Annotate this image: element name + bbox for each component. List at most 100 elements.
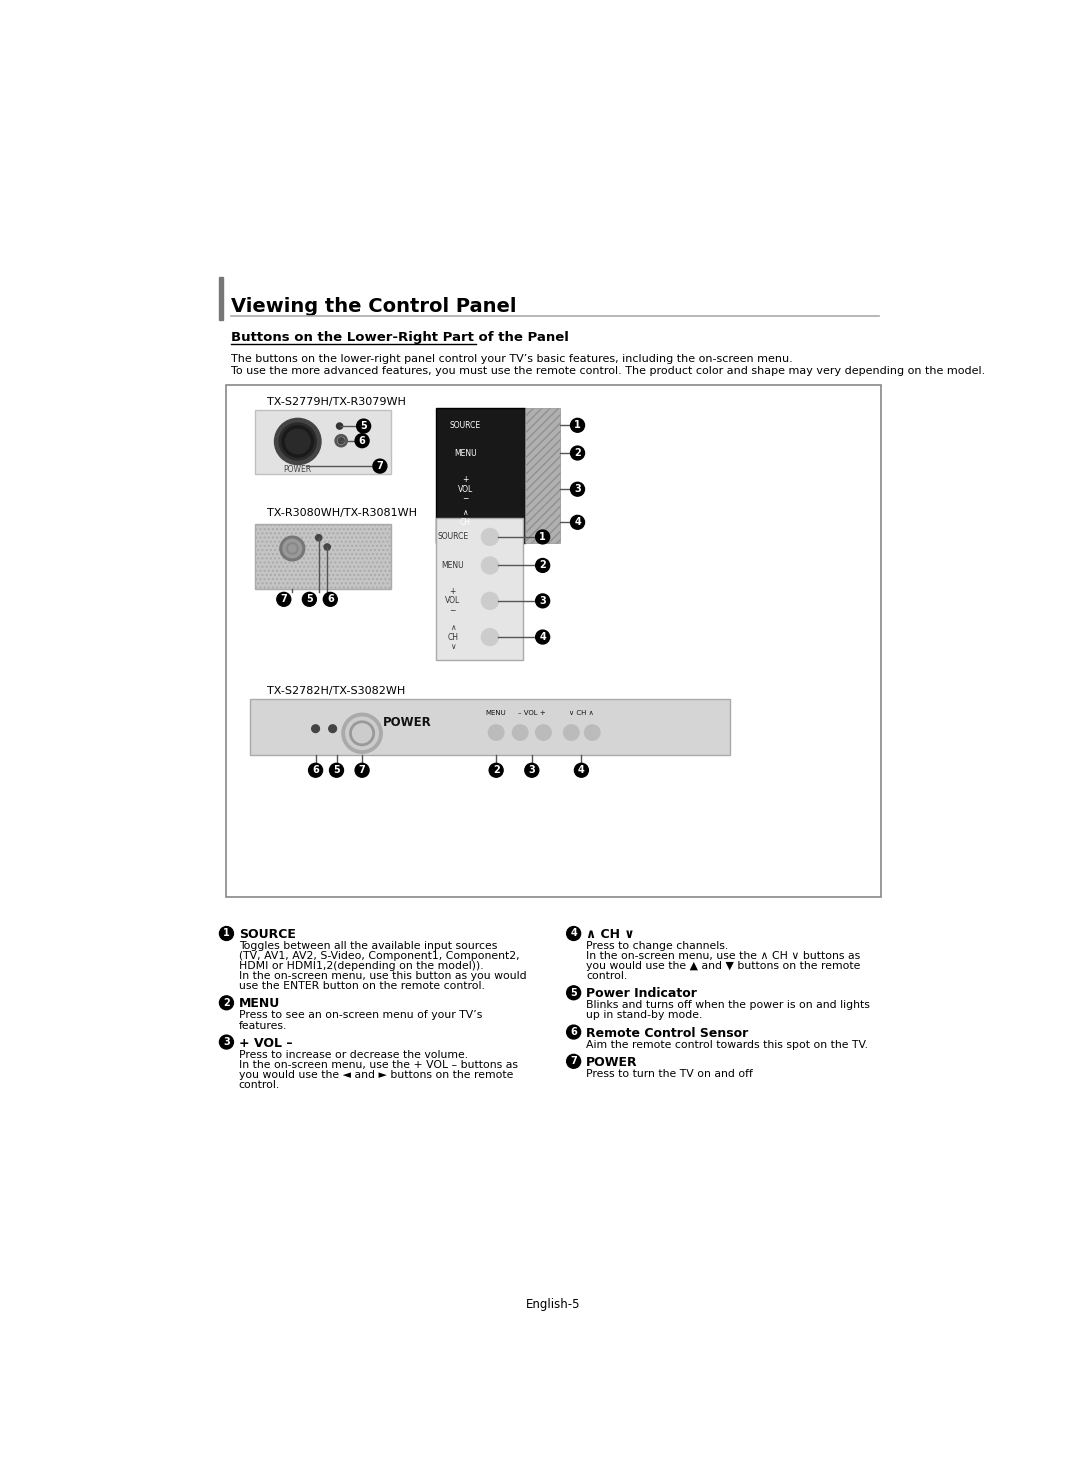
Circle shape — [274, 418, 321, 464]
Text: English-5: English-5 — [526, 1298, 581, 1311]
Text: features.: features. — [239, 1020, 287, 1030]
Text: 4: 4 — [570, 928, 577, 939]
Text: 4: 4 — [575, 517, 581, 528]
Bar — [435, 517, 523, 661]
Circle shape — [570, 446, 584, 460]
Text: 5: 5 — [570, 987, 577, 998]
Circle shape — [482, 557, 499, 573]
Circle shape — [536, 630, 550, 644]
Text: 1: 1 — [575, 420, 581, 430]
Text: 7: 7 — [359, 766, 365, 776]
Text: Press to increase or decrease the volume.: Press to increase or decrease the volume… — [239, 1049, 468, 1060]
Circle shape — [512, 724, 528, 740]
Circle shape — [309, 763, 323, 777]
Circle shape — [337, 423, 342, 429]
Circle shape — [283, 539, 301, 557]
Text: SOURCE: SOURCE — [437, 532, 469, 541]
Text: 5: 5 — [333, 766, 340, 776]
Text: POWER: POWER — [383, 717, 432, 729]
Circle shape — [276, 593, 291, 606]
Bar — [435, 408, 525, 542]
Text: The buttons on the lower-right panel control your TV’s basic features, including: The buttons on the lower-right panel con… — [231, 355, 793, 365]
Text: 4: 4 — [539, 633, 546, 641]
Text: 6: 6 — [570, 1027, 577, 1038]
Text: HDMI or HDMI1,2(depending on the model)).: HDMI or HDMI1,2(depending on the model))… — [239, 961, 484, 971]
Text: Press to change channels.: Press to change channels. — [586, 941, 728, 952]
Text: MENU: MENU — [239, 998, 280, 1011]
Text: 2: 2 — [575, 448, 581, 458]
Text: MENU: MENU — [486, 711, 507, 717]
Circle shape — [482, 628, 499, 646]
Circle shape — [489, 763, 503, 777]
Circle shape — [482, 529, 499, 545]
Text: MENU: MENU — [442, 562, 464, 571]
Text: TX-R3080WH/TX-R3081WH: TX-R3080WH/TX-R3081WH — [267, 508, 417, 519]
Text: up in stand-by mode.: up in stand-by mode. — [586, 1011, 702, 1020]
Text: +
VOL
−: + VOL − — [458, 474, 473, 504]
Text: 6: 6 — [359, 436, 365, 446]
Text: control.: control. — [586, 971, 627, 981]
Text: 6: 6 — [312, 766, 319, 776]
Circle shape — [324, 544, 330, 550]
Text: 1: 1 — [539, 532, 546, 542]
Text: To use the more advanced features, you must use the remote control. The product : To use the more advanced features, you m… — [231, 367, 985, 375]
Circle shape — [564, 724, 579, 740]
Circle shape — [536, 531, 550, 544]
Text: +
VOL
−: + VOL − — [445, 587, 460, 615]
Circle shape — [338, 437, 345, 443]
Text: ∨ CH ∧: ∨ CH ∧ — [569, 711, 594, 717]
Text: ∧
CH
∨: ∧ CH ∨ — [447, 622, 458, 652]
Text: ∧ CH ∨: ∧ CH ∨ — [586, 928, 635, 941]
Circle shape — [356, 420, 370, 433]
Text: 7: 7 — [281, 594, 287, 605]
Text: POWER: POWER — [586, 1055, 637, 1069]
Circle shape — [570, 418, 584, 432]
Circle shape — [280, 537, 305, 560]
Text: TX-S2779H/TX-R3079WH: TX-S2779H/TX-R3079WH — [267, 396, 406, 406]
Circle shape — [373, 460, 387, 473]
Circle shape — [567, 1054, 581, 1069]
Circle shape — [312, 724, 320, 733]
Circle shape — [342, 714, 382, 754]
Circle shape — [279, 423, 316, 460]
Text: Remote Control Sensor: Remote Control Sensor — [586, 1027, 748, 1039]
Text: TX-S2782H/TX-S3082WH: TX-S2782H/TX-S3082WH — [267, 686, 405, 696]
Bar — [218, 278, 222, 319]
Text: 2: 2 — [224, 998, 230, 1008]
Circle shape — [302, 593, 316, 606]
Text: 3: 3 — [539, 596, 546, 606]
Text: Toggles between all the available input sources: Toggles between all the available input … — [239, 941, 497, 952]
Text: 2: 2 — [492, 766, 500, 776]
Text: SOURCE: SOURCE — [239, 928, 296, 941]
Circle shape — [567, 1026, 581, 1039]
Circle shape — [570, 482, 584, 497]
Circle shape — [536, 724, 551, 740]
Text: Aim the remote control towards this spot on the TV.: Aim the remote control towards this spot… — [586, 1039, 868, 1049]
Text: (TV, AV1, AV2, S-Video, Component1, Component2,: (TV, AV1, AV2, S-Video, Component1, Comp… — [239, 952, 519, 961]
Text: MENU: MENU — [454, 448, 476, 458]
Text: In the on-screen menu, use the ∧ CH ∨ buttons as: In the on-screen menu, use the ∧ CH ∨ bu… — [586, 952, 861, 961]
Text: you would use the ▲ and ▼ buttons on the remote: you would use the ▲ and ▼ buttons on the… — [586, 961, 861, 971]
Text: Blinks and turns off when the power is on and lights: Blinks and turns off when the power is o… — [586, 1001, 869, 1011]
Text: In the on-screen menu, use this button as you would: In the on-screen menu, use this button a… — [239, 971, 526, 981]
Circle shape — [536, 594, 550, 607]
Text: 1: 1 — [224, 928, 230, 939]
Bar — [227, 386, 880, 897]
Circle shape — [575, 763, 589, 777]
Text: 3: 3 — [528, 766, 536, 776]
Circle shape — [355, 763, 369, 777]
Text: 5: 5 — [306, 594, 313, 605]
Text: 5: 5 — [361, 421, 367, 432]
Text: 2: 2 — [539, 560, 546, 571]
Circle shape — [329, 763, 343, 777]
Text: 3: 3 — [224, 1038, 230, 1046]
Circle shape — [488, 724, 504, 740]
Bar — [249, 699, 730, 755]
Text: Press to see an on-screen menu of your TV’s: Press to see an on-screen menu of your T… — [239, 1011, 483, 1020]
Text: 6: 6 — [327, 594, 334, 605]
Circle shape — [346, 717, 378, 749]
Circle shape — [315, 535, 322, 541]
Text: 7: 7 — [570, 1057, 577, 1066]
Text: Viewing the Control Panel: Viewing the Control Panel — [231, 297, 516, 316]
Text: POWER: POWER — [284, 464, 312, 473]
